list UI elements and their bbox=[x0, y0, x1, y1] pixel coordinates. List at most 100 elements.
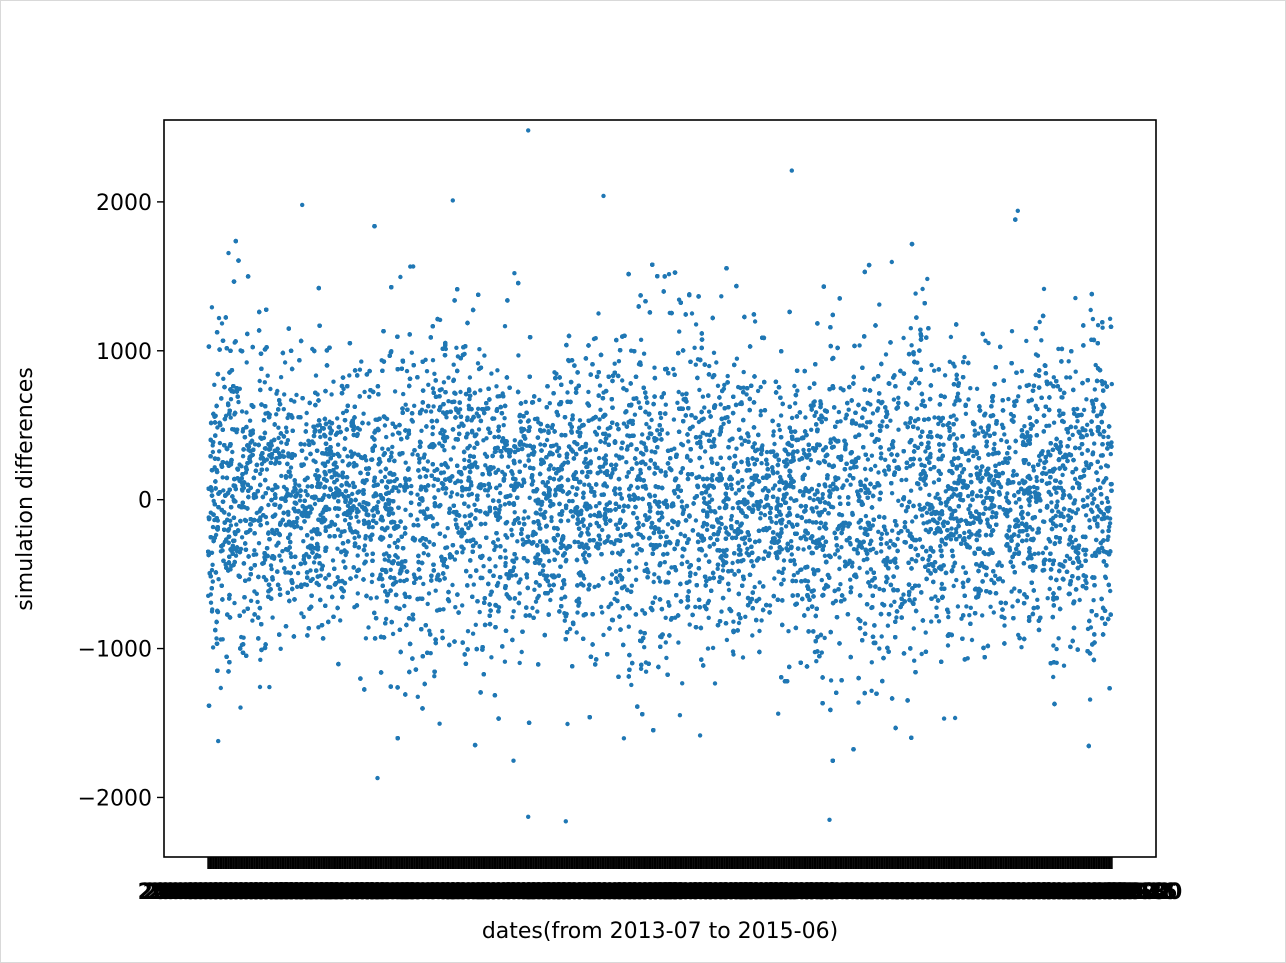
scatter-point bbox=[986, 340, 991, 346]
scatter-point bbox=[525, 419, 531, 424]
scatter-point bbox=[1006, 396, 1011, 402]
scatter-point bbox=[498, 503, 503, 509]
scatter-point bbox=[449, 490, 455, 495]
scatter-point bbox=[364, 552, 369, 557]
scatter-point bbox=[883, 457, 888, 462]
scatter-point bbox=[511, 758, 516, 763]
scatter-point bbox=[1073, 511, 1079, 516]
scatter-point bbox=[295, 570, 301, 576]
scatter-point bbox=[411, 572, 417, 577]
data-points bbox=[206, 128, 1115, 824]
scatter-point bbox=[693, 322, 699, 327]
scatter-point bbox=[338, 533, 343, 539]
scatter-point bbox=[869, 660, 874, 665]
scatter-point bbox=[331, 379, 336, 384]
scatter-point bbox=[664, 655, 669, 661]
scatter-point bbox=[1034, 478, 1040, 484]
scatter-point bbox=[945, 643, 951, 648]
scatter-point bbox=[285, 415, 290, 421]
scatter-point bbox=[366, 525, 372, 530]
scatter-point bbox=[910, 462, 916, 467]
scatter-point bbox=[693, 571, 698, 577]
scatter-point bbox=[446, 375, 451, 380]
scatter-point bbox=[1034, 475, 1039, 480]
scatter-point bbox=[910, 519, 915, 524]
scatter-point bbox=[463, 522, 469, 527]
scatter-point bbox=[583, 449, 589, 455]
scatter-point bbox=[350, 491, 355, 497]
scatter-point bbox=[403, 460, 408, 465]
scatter-point bbox=[1027, 503, 1032, 508]
scatter-point bbox=[724, 637, 730, 643]
scatter-point bbox=[538, 442, 543, 447]
scatter-point bbox=[808, 457, 814, 463]
scatter-point bbox=[957, 398, 962, 403]
scatter-point bbox=[886, 447, 892, 452]
scatter-point bbox=[720, 576, 725, 581]
scatter-point bbox=[356, 534, 362, 539]
scatter-point bbox=[335, 575, 340, 580]
scatter-point bbox=[626, 567, 631, 572]
scatter-point bbox=[210, 562, 215, 567]
scatter-point bbox=[617, 486, 622, 491]
scatter-point bbox=[1093, 537, 1099, 543]
scatter-point bbox=[566, 357, 571, 363]
scatter-point bbox=[318, 434, 323, 440]
scatter-point bbox=[306, 438, 311, 443]
scatter-point bbox=[821, 458, 827, 463]
scatter-point bbox=[665, 431, 670, 436]
scatter-point bbox=[772, 483, 778, 488]
scatter-point bbox=[677, 713, 683, 718]
scatter-point bbox=[570, 514, 576, 519]
scatter-point bbox=[706, 615, 711, 620]
scatter-point bbox=[443, 491, 448, 496]
scatter-point bbox=[421, 581, 426, 587]
scatter-point bbox=[970, 448, 976, 454]
scatter-point bbox=[226, 250, 231, 256]
scatter-point bbox=[752, 584, 757, 590]
scatter-point bbox=[863, 425, 869, 430]
scatter-point bbox=[329, 392, 334, 397]
scatter-point bbox=[363, 636, 369, 641]
scatter-point bbox=[624, 474, 630, 479]
scatter-point bbox=[335, 513, 340, 519]
scatter-point bbox=[298, 493, 303, 499]
scatter-point bbox=[742, 541, 748, 546]
scatter-point bbox=[991, 610, 996, 615]
scatter-point bbox=[962, 530, 967, 536]
scatter-point bbox=[655, 428, 660, 433]
scatter-point bbox=[879, 634, 884, 639]
scatter-point bbox=[968, 605, 973, 610]
scatter-point bbox=[931, 480, 937, 485]
scatter-point bbox=[899, 503, 904, 508]
scatter-point bbox=[750, 633, 755, 638]
scatter-point bbox=[532, 587, 537, 592]
scatter-point bbox=[1009, 329, 1015, 334]
scatter-point bbox=[799, 567, 804, 572]
scatter-point bbox=[686, 439, 691, 444]
scatter-point bbox=[431, 483, 436, 488]
scatter-point bbox=[1091, 598, 1096, 603]
scatter-point bbox=[1103, 463, 1109, 468]
scatter-point bbox=[719, 294, 724, 299]
scatter-point bbox=[608, 475, 613, 480]
scatter-point bbox=[1079, 451, 1085, 456]
scatter-point bbox=[758, 511, 764, 516]
scatter-point bbox=[672, 446, 677, 451]
scatter-point bbox=[729, 513, 734, 519]
scatter-point bbox=[679, 499, 684, 504]
scatter-point bbox=[257, 378, 262, 384]
scatter-point bbox=[817, 526, 822, 531]
scatter-point bbox=[643, 561, 649, 567]
scatter-point bbox=[770, 486, 776, 491]
scatter-point bbox=[1062, 559, 1068, 564]
scatter-point bbox=[662, 560, 667, 565]
scatter-point bbox=[848, 577, 853, 582]
scatter-point bbox=[495, 368, 500, 373]
scatter-point bbox=[792, 562, 797, 567]
scatter-point bbox=[676, 640, 681, 645]
scatter-point bbox=[1007, 524, 1012, 529]
scatter-point bbox=[417, 460, 422, 465]
scatter-point bbox=[462, 457, 467, 463]
scatter-point bbox=[274, 391, 279, 396]
